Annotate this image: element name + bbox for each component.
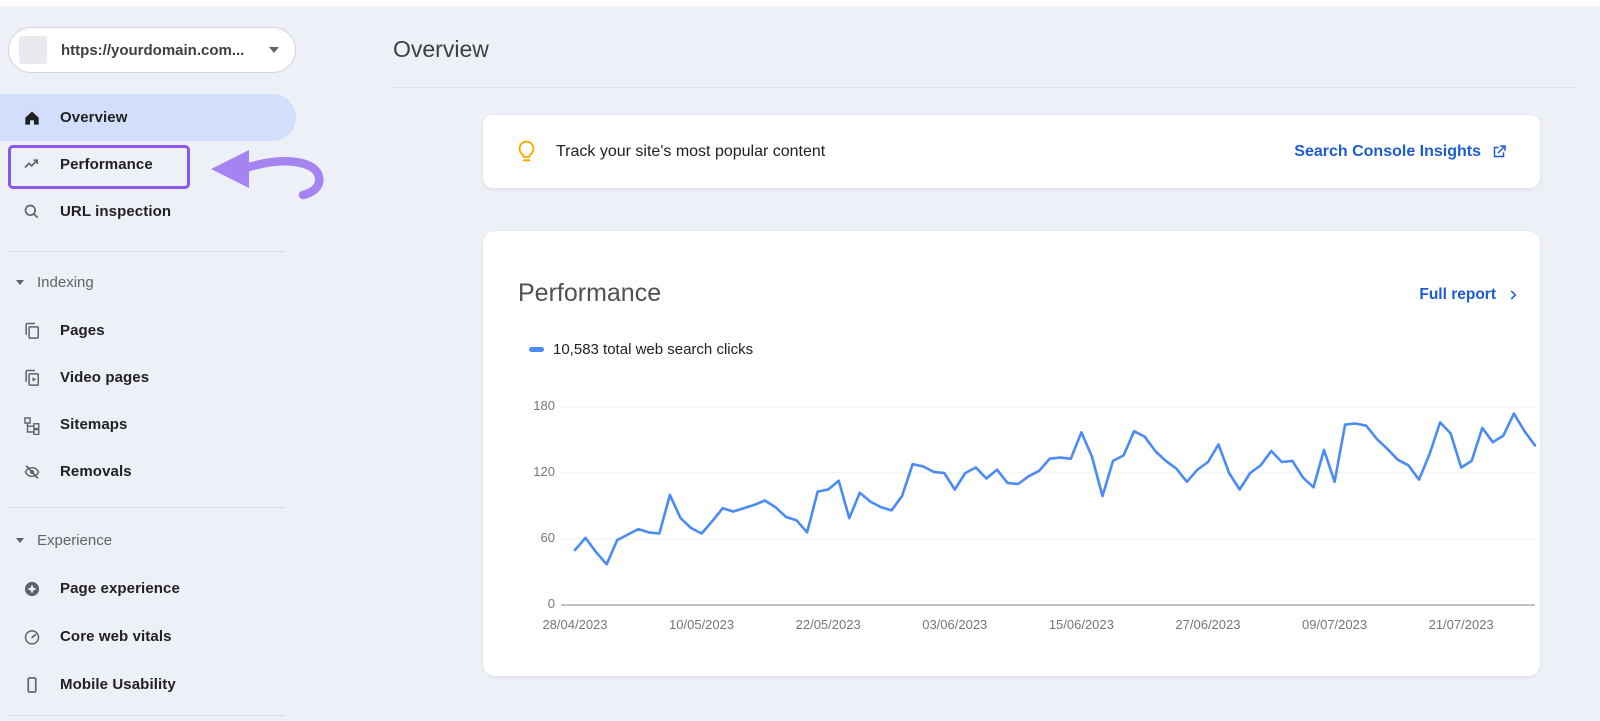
- open-in-new-icon: [1493, 144, 1506, 157]
- sidebar-item-pages[interactable]: Pages: [0, 307, 296, 354]
- section-title: Indexing: [37, 273, 94, 291]
- sitemaps-icon: [22, 415, 42, 435]
- header-divider: [390, 87, 1576, 88]
- sidebar-divider: [8, 507, 285, 508]
- sidebar-item-label: Performance: [60, 156, 153, 173]
- sidebar-divider: [8, 251, 285, 252]
- sidebar-item-label: Core web vitals: [60, 628, 172, 645]
- sidebar-item-video-pages[interactable]: Video pages: [0, 354, 296, 401]
- pages-icon: [22, 321, 42, 341]
- sidebar-item-page-experience[interactable]: Page experience: [0, 565, 296, 612]
- clicks-line-chart[interactable]: [561, 390, 1537, 606]
- x-axis-labels: 28/04/2023 10/05/2023 22/05/2023 03/06/2023…: [542, 617, 1494, 632]
- sidebar-divider: [8, 715, 285, 716]
- home-icon: [22, 108, 42, 128]
- sidebar-item-overview[interactable]: Overview: [0, 94, 296, 141]
- section-title: Experience: [37, 531, 113, 549]
- sidebar: https://yourdomain.com... Overview Perfo…: [0, 0, 330, 721]
- search-icon: [22, 202, 42, 222]
- sidebar-item-core-web-vitals[interactable]: Core web vitals: [0, 613, 296, 660]
- card-title: Performance: [518, 279, 662, 307]
- page-title: Overview: [393, 36, 489, 62]
- sidebar-item-url-inspection[interactable]: URL inspection: [0, 188, 296, 235]
- page-experience-icon: [22, 579, 42, 599]
- core-web-vitals-speedometer-icon: [22, 627, 42, 647]
- legend-label: 10,583 total web search clicks: [553, 341, 754, 358]
- section-experience[interactable]: Experience: [0, 526, 296, 554]
- lightbulb-icon: [518, 140, 535, 162]
- chart-legend: 10,583 total web search clicks: [529, 341, 753, 358]
- video-pages-icon: [22, 368, 42, 388]
- sidebar-item-label: Page experience: [60, 580, 180, 597]
- sidebar-item-label: Removals: [60, 463, 132, 480]
- site-favicon-placeholder: [19, 36, 47, 64]
- property-domain: https://yourdomain.com...: [61, 41, 245, 59]
- sidebar-item-label: Video pages: [60, 369, 150, 386]
- search-console-insights-link[interactable]: Search Console Insights: [1294, 143, 1508, 161]
- dropdown-caret-icon: [269, 47, 279, 53]
- section-indexing[interactable]: Indexing: [0, 268, 296, 296]
- collapse-caret-icon: [16, 537, 24, 543]
- sidebar-item-label: Overview: [60, 109, 128, 126]
- collapse-caret-icon: [16, 279, 24, 285]
- removals-eye-off-icon: [22, 462, 42, 482]
- trending-up-icon: [22, 155, 42, 175]
- property-selector[interactable]: https://yourdomain.com...: [8, 27, 296, 73]
- sidebar-item-performance[interactable]: Performance: [0, 141, 296, 188]
- legend-swatch: [529, 347, 544, 352]
- sidebar-item-label: URL inspection: [60, 203, 172, 220]
- sidebar-item-label: Mobile Usability: [60, 676, 176, 693]
- main-content: Overview Track your site's most popular …: [330, 0, 1600, 721]
- sidebar-item-label: Pages: [60, 322, 105, 339]
- full-report-link[interactable]: Full report: [1419, 286, 1520, 304]
- sidebar-item-label: Sitemaps: [60, 416, 128, 433]
- sidebar-item-sitemaps[interactable]: Sitemaps: [0, 401, 296, 448]
- full-report-label: Full report: [1419, 286, 1496, 303]
- performance-card: Performance Full report 10,583 total web…: [483, 231, 1540, 676]
- sidebar-item-removals[interactable]: Removals: [0, 448, 296, 495]
- link-label: Search Console Insights: [1294, 142, 1481, 160]
- banner-message: Track your site's most popular content: [556, 142, 826, 160]
- insights-banner: Track your site's most popular content S…: [483, 115, 1540, 188]
- mobile-phone-icon: [22, 675, 42, 695]
- sidebar-item-mobile-usability[interactable]: Mobile Usability: [0, 661, 296, 708]
- chevron-right-icon: [1510, 290, 1517, 300]
- window-top-edge: [0, 0, 1600, 6]
